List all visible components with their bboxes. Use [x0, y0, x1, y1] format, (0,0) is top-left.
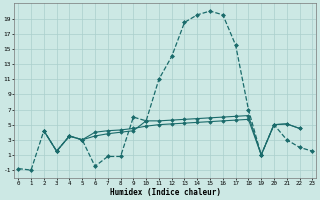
X-axis label: Humidex (Indice chaleur): Humidex (Indice chaleur): [110, 188, 221, 197]
